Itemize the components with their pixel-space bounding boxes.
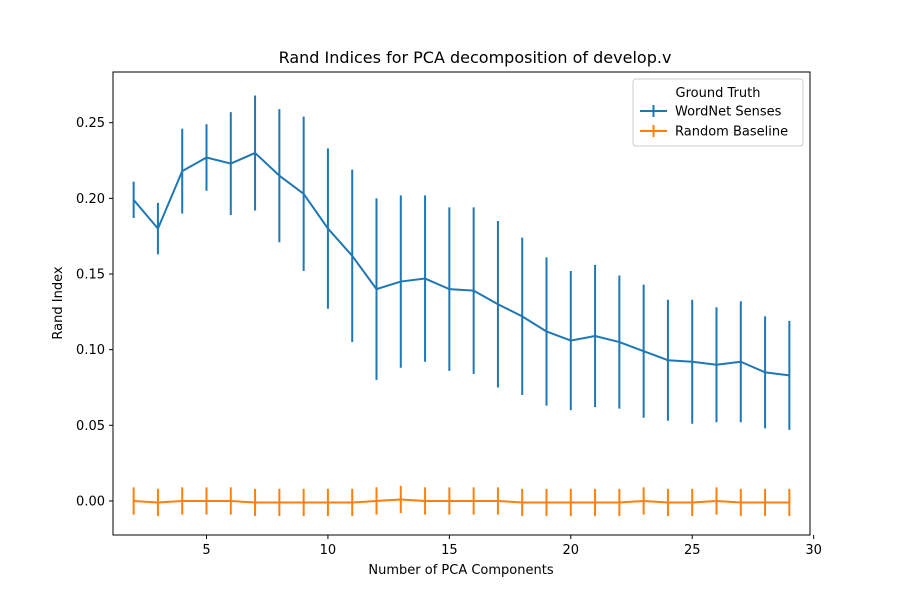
y-axis-label: Rand Index — [51, 266, 66, 339]
x-tick-label: 30 — [805, 543, 822, 558]
series-line — [133, 498, 790, 504]
series-wordnet-senses — [132, 95, 791, 430]
legend-box — [632, 78, 804, 147]
x-tick-label: 10 — [320, 543, 337, 558]
y-tick-label: 0.00 — [76, 494, 105, 509]
plot-frame — [112, 71, 811, 536]
legend-item: Random Baseline — [640, 125, 788, 140]
legend-item: WordNet Senses — [640, 105, 782, 120]
series-layer — [132, 95, 791, 517]
x-tick-label: 20 — [563, 543, 580, 558]
series-random-baseline — [132, 485, 791, 517]
legend-label: Random Baseline — [675, 125, 788, 140]
x-tick-label: 15 — [441, 543, 458, 558]
legend-items: WordNet Senses Random Baseline — [640, 105, 788, 140]
y-axis-ticks: 0.00 0.05 0.10 0.15 0.20 0.25 — [76, 116, 113, 509]
y-tick-label: 0.20 — [76, 192, 105, 207]
series-line — [132, 151, 790, 377]
legend: Ground Truth WordNet Senses Random Baseli… — [632, 78, 804, 147]
y-tick-label: 0.10 — [76, 343, 105, 358]
y-tick-label: 0.25 — [76, 116, 105, 131]
x-tick-label: 25 — [684, 543, 701, 558]
chart-title: Rand Indices for PCA decomposition of de… — [279, 48, 672, 67]
x-axis-ticks: 5 10 15 20 25 30 — [202, 535, 822, 558]
x-tick-label: 5 — [202, 543, 210, 558]
y-tick-label: 0.05 — [76, 419, 105, 434]
legend-title: Ground Truth — [676, 86, 761, 101]
y-tick-label: 0.15 — [76, 267, 105, 282]
plot-area — [113, 72, 810, 535]
x-axis-label: Number of PCA Components — [368, 563, 553, 578]
legend-label: WordNet Senses — [675, 105, 782, 120]
